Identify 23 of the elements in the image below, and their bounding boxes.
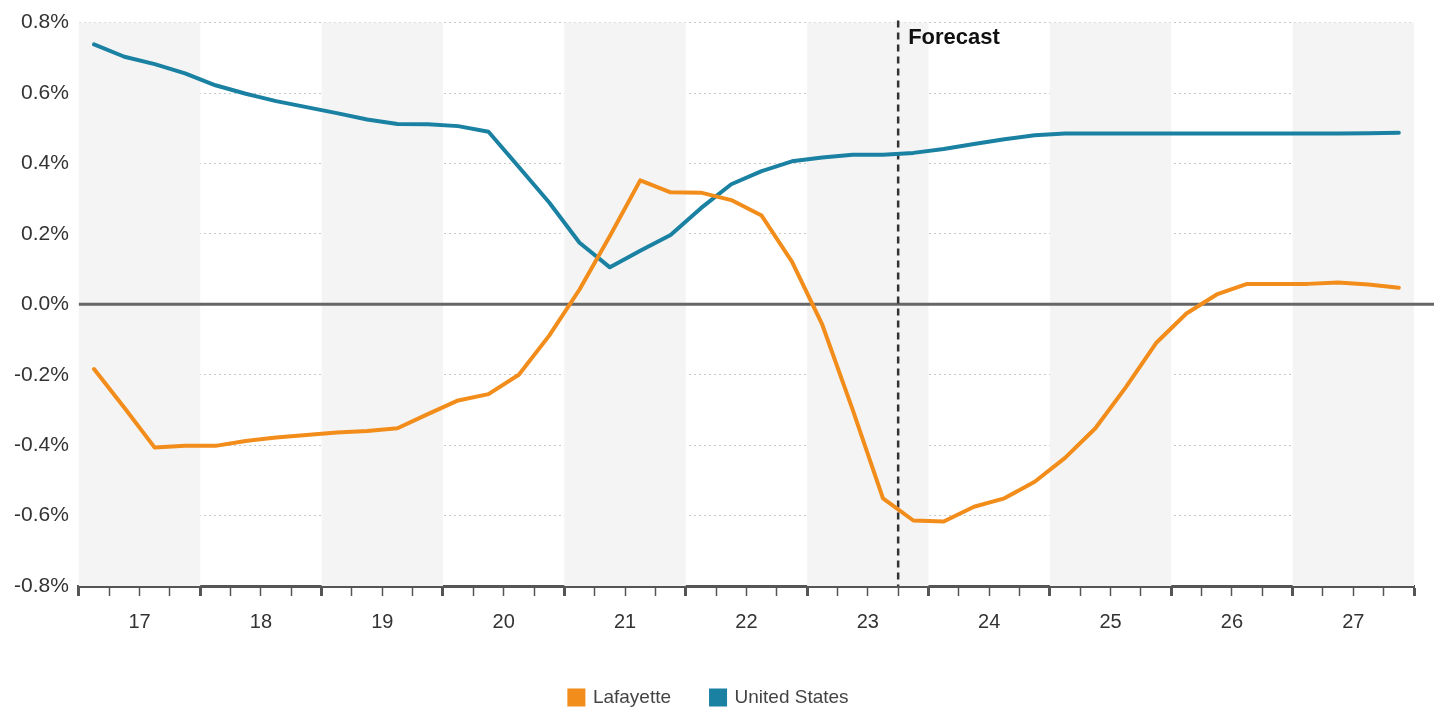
y-tick-label: -0.8% xyxy=(14,572,69,596)
y-tick-label: -0.6% xyxy=(14,502,69,526)
y-tick-label: 0.6% xyxy=(20,79,69,103)
x-tick-label: 24 xyxy=(978,609,1001,632)
x-tick-label: 23 xyxy=(856,609,879,632)
ref-line-label: Forecast xyxy=(908,23,1001,49)
x-tick-label: 21 xyxy=(613,609,637,632)
x-tick-label: 17 xyxy=(128,609,151,632)
y-tick-label: -0.2% xyxy=(14,361,69,385)
x-tick-label: 22 xyxy=(735,609,758,632)
x-tick-label: 27 xyxy=(1342,609,1365,632)
x-tick-label: 26 xyxy=(1220,609,1244,632)
y-tick-label: 0.0% xyxy=(20,291,69,315)
x-tick-label: 20 xyxy=(492,609,515,632)
x-tick-label: 19 xyxy=(371,609,394,632)
legend-label: United States xyxy=(734,685,849,707)
y-tick-label: -0.4% xyxy=(14,431,69,455)
y-tick-label: 0.2% xyxy=(20,220,69,244)
y-tick-label: 0.8% xyxy=(20,9,69,33)
x-tick-label: 18 xyxy=(249,609,273,632)
x-tick-label: 25 xyxy=(1099,609,1122,632)
y-tick-label: 0.4% xyxy=(20,150,69,174)
legend-label: Lafayette xyxy=(592,685,672,707)
